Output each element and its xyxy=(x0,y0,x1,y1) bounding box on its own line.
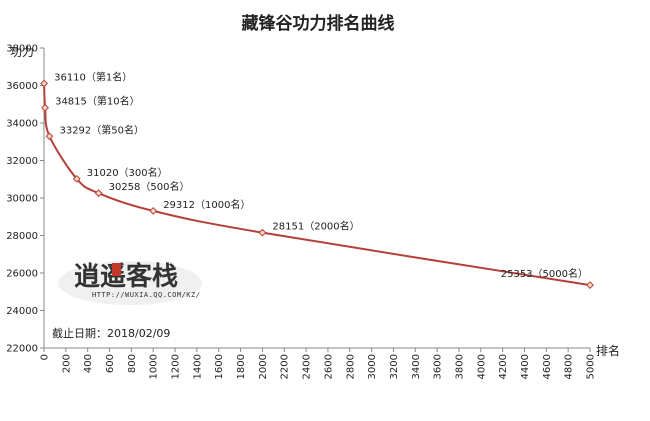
x-tick-label: 1200 xyxy=(171,354,182,379)
x-tick-label: 3400 xyxy=(411,354,422,379)
y-tick-label: 24000 xyxy=(6,306,38,317)
x-tick-label: 2600 xyxy=(323,354,334,379)
x-tick-label: 200 xyxy=(61,354,72,373)
y-tick-label: 28000 xyxy=(6,231,38,242)
y-tick-label: 26000 xyxy=(6,269,38,280)
data-point xyxy=(586,281,594,290)
data-label: 31020（300名） xyxy=(87,166,168,179)
data-point xyxy=(41,103,49,112)
data-label: 29312（1000名） xyxy=(163,198,250,211)
x-tick-label: 4400 xyxy=(520,354,531,379)
x-tick-label: 3200 xyxy=(389,354,400,379)
x-tick-label: 400 xyxy=(83,354,94,373)
y-tick-label: 30000 xyxy=(6,194,38,205)
data-label: 28151（2000名） xyxy=(272,220,359,233)
x-tick-label: 800 xyxy=(127,354,138,373)
x-tick-label: 600 xyxy=(105,354,116,373)
x-axis-title: 排名 xyxy=(596,343,620,358)
data-point xyxy=(45,132,54,141)
data-label: 34815（第10名） xyxy=(55,95,140,108)
x-tick-label: 1000 xyxy=(149,354,160,379)
x-tick-label: 3000 xyxy=(367,354,378,379)
data-label: 25353（5000名） xyxy=(501,267,588,280)
x-tick-label: 2800 xyxy=(345,354,356,379)
x-tick-label: 4800 xyxy=(564,354,575,379)
x-axis: 0 200 400 600 800 1000 1200 1400 1600 1800 2000 220… xyxy=(40,348,597,379)
y-tick-label: 36000 xyxy=(6,81,38,92)
x-tick-label: 2400 xyxy=(302,354,313,379)
data-label: 33292（第50名） xyxy=(59,123,144,136)
y-tick-label: 32000 xyxy=(6,156,38,167)
watermark-logo: 逍遥客栈 HTTP://WUXIA.QQ.COM/KZ/ xyxy=(58,261,202,305)
x-tick-label: 2200 xyxy=(280,354,291,379)
data-point xyxy=(72,174,81,183)
y-tick-label: 34000 xyxy=(6,119,38,130)
data-labels: 36110（第1名） 34815（第10名） 33292（第50名） 31020（30… xyxy=(54,70,588,280)
data-label: 30258（500名） xyxy=(109,180,190,193)
series-line xyxy=(43,83,591,287)
data-point xyxy=(40,79,49,88)
x-tick-label: 1600 xyxy=(214,354,225,379)
data-point xyxy=(94,189,103,198)
watermark-seal xyxy=(112,263,121,276)
x-tick-label: 3600 xyxy=(433,354,444,379)
x-tick-label: 5000 xyxy=(586,354,597,379)
x-tick-label: 4600 xyxy=(542,354,553,379)
x-tick-label: 4200 xyxy=(498,354,509,379)
y-tick-label: 22000 xyxy=(6,344,38,355)
x-tick-label: 3800 xyxy=(454,354,465,379)
y-axis: 22000 24000 26000 28000 30000 32000 34000 36000… xyxy=(6,44,44,355)
y-axis-title: 功力 xyxy=(10,45,34,59)
x-tick-label: 4000 xyxy=(476,354,487,379)
y-tick-label: 38000 xyxy=(6,44,38,55)
x-tick-label: 1400 xyxy=(192,354,203,379)
cutoff-date-note: 截止日期：2018/02/09 xyxy=(52,326,170,340)
data-label: 36110（第1名） xyxy=(54,70,132,83)
data-markers xyxy=(40,79,594,290)
data-point xyxy=(149,206,158,215)
chart-title: 藏锋谷功力排名曲线 xyxy=(242,13,395,34)
watermark-url: HTTP://WUXIA.QQ.COM/KZ/ xyxy=(92,291,200,299)
data-point xyxy=(258,228,267,237)
x-tick-label: 1800 xyxy=(236,354,247,379)
x-tick-label: 0 xyxy=(40,354,51,360)
watermark-text: 逍遥客栈 xyxy=(74,261,178,292)
x-tick-label: 2000 xyxy=(258,354,269,379)
